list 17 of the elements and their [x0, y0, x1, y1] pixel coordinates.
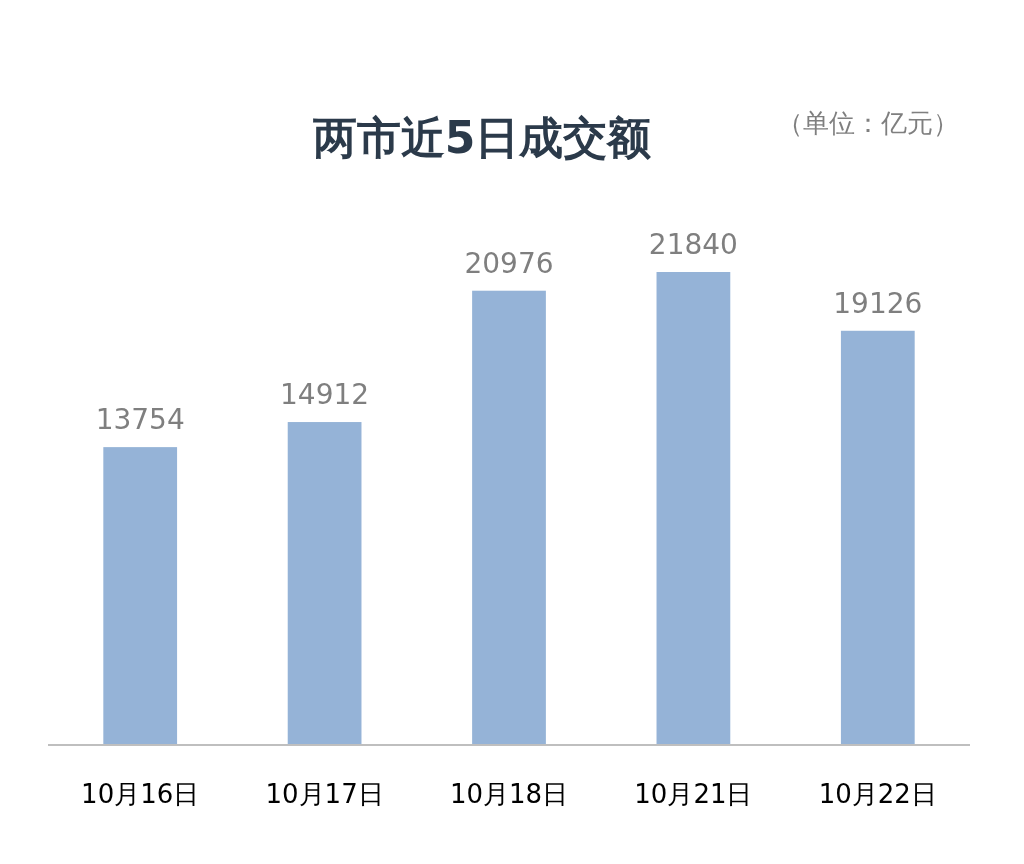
x-tick-label: 10月21日	[634, 779, 753, 809]
data-label: 19126	[833, 286, 923, 320]
data-label: 14912	[280, 378, 370, 412]
bar	[840, 330, 915, 745]
bar	[472, 290, 546, 745]
x-tick-label: 10月16日	[81, 779, 200, 809]
data-label: 20976	[464, 246, 554, 280]
x-tick-label: 10月18日	[449, 779, 569, 809]
chart-subtitle: （单位：亿元）	[777, 108, 959, 138]
data-label: 21840	[648, 228, 738, 261]
bar	[103, 447, 178, 745]
x-tick-label: 10月22日	[818, 779, 937, 809]
x-tick-label: 10月17日	[265, 779, 384, 809]
bar	[656, 272, 731, 745]
data-label: 13754	[95, 403, 185, 437]
chart-title: 两市近5日成交额	[311, 112, 652, 163]
bar	[287, 422, 362, 745]
